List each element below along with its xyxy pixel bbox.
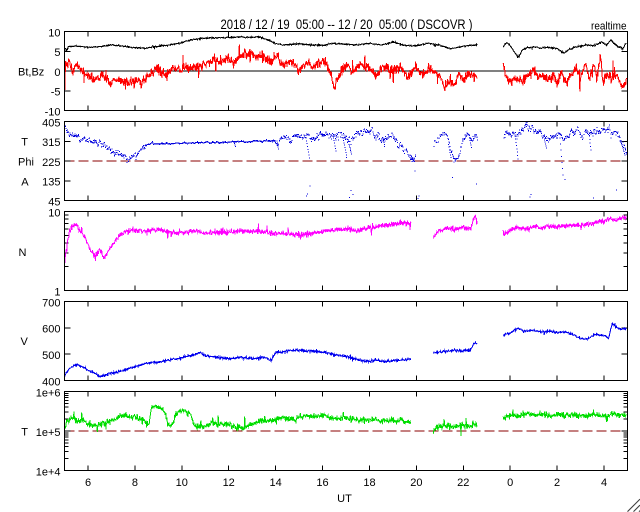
svg-text:45: 45 — [48, 196, 60, 208]
svg-text:1: 1 — [54, 286, 60, 298]
svg-text:18: 18 — [363, 477, 375, 489]
svg-text:0: 0 — [507, 477, 513, 489]
svg-text:T: T — [21, 137, 28, 149]
svg-text:Bt,Bz: Bt,Bz — [18, 67, 44, 79]
svg-text:-5: -5 — [51, 87, 61, 99]
svg-text:A: A — [21, 176, 29, 188]
svg-text:2: 2 — [554, 477, 560, 489]
svg-text:T: T — [21, 427, 28, 439]
svg-text:realtime: realtime — [591, 21, 627, 33]
svg-text:2018 / 12 / 19 05:00 -- 12 /: 2018 / 12 / 19 05:00 -- 12 / 20 05:00 ( … — [221, 17, 473, 32]
svg-text:8: 8 — [132, 477, 138, 489]
svg-text:225: 225 — [42, 157, 60, 169]
svg-text:10: 10 — [176, 477, 188, 489]
svg-text:6: 6 — [85, 477, 91, 489]
svg-text:400: 400 — [42, 376, 60, 388]
svg-text:4: 4 — [601, 477, 607, 489]
svg-text:12: 12 — [223, 477, 235, 489]
svg-text:Phi: Phi — [18, 157, 34, 169]
svg-text:-10: -10 — [45, 106, 61, 118]
svg-text:600: 600 — [42, 324, 60, 336]
svg-text:10: 10 — [48, 207, 60, 219]
svg-text:5: 5 — [54, 47, 60, 59]
svg-text:22: 22 — [457, 477, 469, 489]
svg-text:14: 14 — [269, 477, 281, 489]
svg-text:1e+6: 1e+6 — [36, 387, 61, 399]
svg-text:UT: UT — [337, 493, 352, 505]
svg-text:135: 135 — [42, 177, 60, 189]
svg-text:315: 315 — [42, 137, 60, 149]
svg-text:1e+5: 1e+5 — [36, 427, 61, 439]
svg-text:405: 405 — [42, 117, 60, 129]
svg-text:500: 500 — [42, 350, 60, 362]
svg-text:V: V — [21, 336, 29, 348]
svg-text:N: N — [19, 247, 27, 259]
svg-text:10: 10 — [48, 27, 60, 39]
svg-text:20: 20 — [410, 477, 422, 489]
svg-text:700: 700 — [42, 297, 60, 309]
svg-text:0: 0 — [54, 67, 60, 79]
svg-text:1e+4: 1e+4 — [36, 466, 61, 478]
svg-text:16: 16 — [316, 477, 328, 489]
